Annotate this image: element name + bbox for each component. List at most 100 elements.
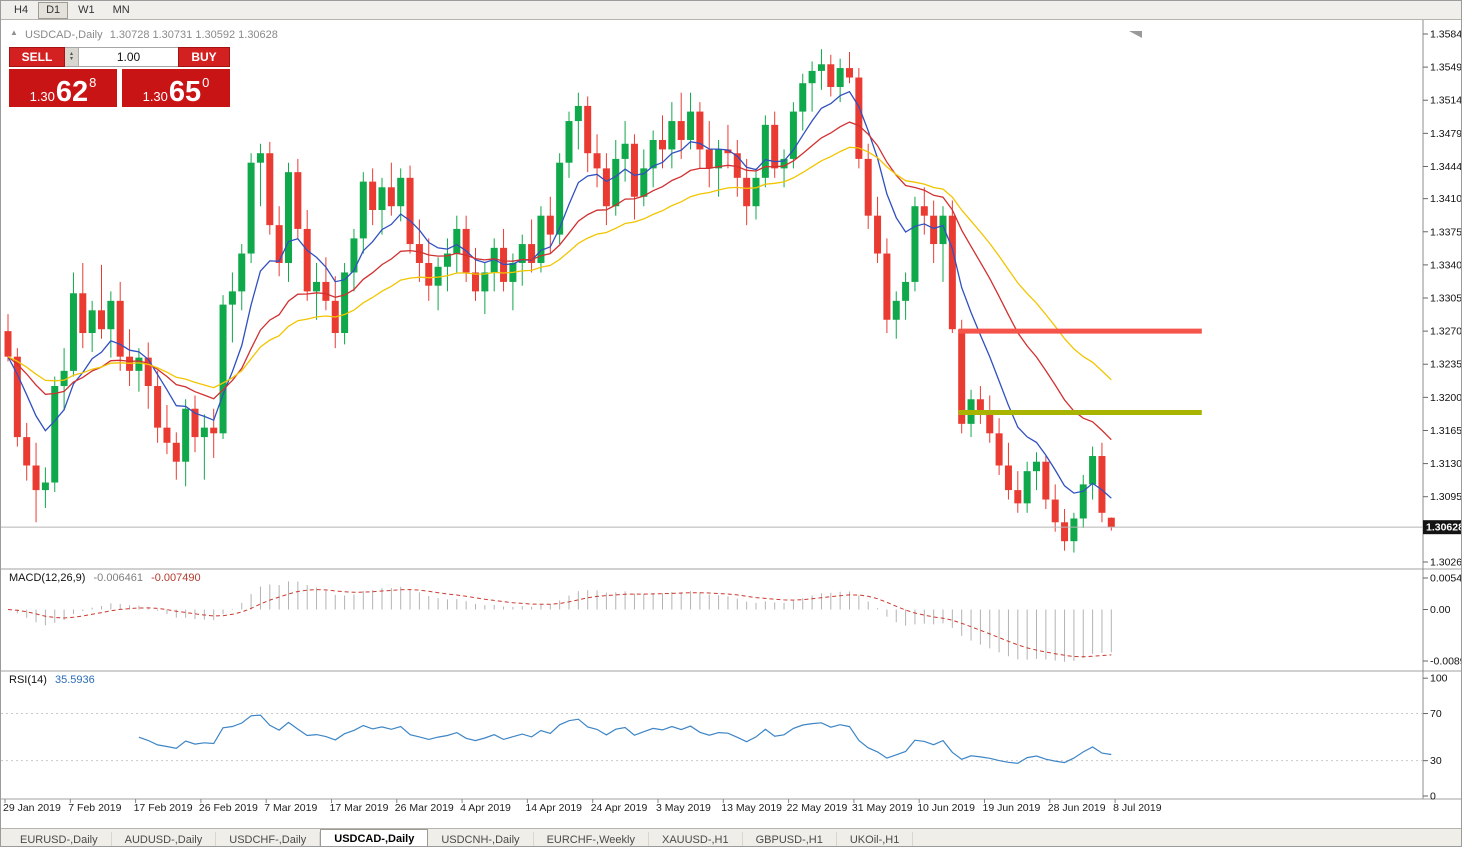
volume-input[interactable] [79, 48, 178, 66]
ma-mid-line [7, 121, 1112, 441]
rsi-value: 35.5936 [54, 674, 95, 686]
svg-text:7 Mar 2019: 7 Mar 2019 [264, 802, 317, 814]
moving-averages [7, 90, 1112, 499]
rsi-line [138, 714, 1112, 764]
tab-eurchf-weekly[interactable]: EURCHF-,Weekly [534, 832, 649, 846]
svg-text:-0.00897: -0.00897 [1430, 656, 1462, 668]
svg-text:17 Mar 2019: 17 Mar 2019 [330, 802, 389, 814]
svg-text:0.005484: 0.005484 [1430, 573, 1462, 585]
support-hline[interactable] [958, 410, 1202, 416]
chart-title: USDCAD-,Daily 1.30728 1.30731 1.30592 1.… [25, 29, 278, 41]
tab-usdcnh-daily[interactable]: USDCNH-,Daily [428, 832, 534, 846]
svg-text:30: 30 [1430, 755, 1442, 767]
tab-audusd-daily[interactable]: AUDUSD-,Daily [112, 832, 217, 846]
svg-text:0: 0 [1430, 791, 1436, 803]
macd-main-value: -0.006461 [93, 572, 144, 584]
sell-price-prefix: 1.30 [29, 89, 55, 104]
toolbar-period-mn[interactable]: MN [112, 3, 130, 16]
svg-text:1.35490: 1.35490 [1430, 62, 1462, 74]
macd-name: MACD(12,26,9) [9, 572, 86, 584]
svg-text:1.32000: 1.32000 [1430, 392, 1462, 404]
svg-text:1.34100: 1.34100 [1430, 193, 1462, 205]
rsi-panel: 100 70 30 0 [1, 673, 1448, 803]
svg-text:1.33050: 1.33050 [1430, 293, 1462, 305]
chart-shift-marker[interactable] [1129, 31, 1142, 38]
chart-ohlc-label: 1.30728 1.30731 1.30592 1.30628 [109, 29, 278, 41]
panel-separators [1, 20, 1461, 800]
svg-text:26 Mar 2019: 26 Mar 2019 [395, 802, 454, 814]
volume-stepper[interactable]: ▴ ▾ [65, 48, 79, 66]
sell-button[interactable]: SELL [9, 47, 65, 67]
toolbar-period-h4[interactable]: H4 [14, 3, 29, 16]
macd-signal-line [7, 589, 1112, 658]
time-axis: 29 Jan 2019 7 Feb 2019 17 Feb 2019 26 Feb 2… [3, 799, 1162, 814]
candles-group [4, 49, 1115, 553]
svg-text:17 Feb 2019: 17 Feb 2019 [134, 802, 193, 814]
buy-price-pips: 65 [168, 76, 202, 109]
macd-signal-value: -0.007490 [151, 572, 201, 584]
buy-price-pipette: 0 [202, 75, 210, 90]
svg-text:1.31300: 1.31300 [1430, 458, 1462, 470]
svg-text:29 Jan 2019: 29 Jan 2019 [3, 802, 61, 814]
one-click-toggle-icon[interactable]: ▲ [10, 28, 18, 37]
svg-text:1.30260: 1.30260 [1430, 557, 1462, 569]
svg-text:1.34440: 1.34440 [1430, 161, 1462, 173]
tab-usdchf-daily[interactable]: USDCHF-,Daily [216, 832, 321, 846]
price-scale: 1.35840 1.35490 1.35140 1.34790 1.34440 1.341… [1423, 29, 1462, 569]
svg-text:1.35840: 1.35840 [1430, 29, 1462, 41]
one-click-trading-panel: SELL ▴▾ BUY 1.30 62 8 1.30 65 0 [9, 47, 230, 107]
rsi-name: RSI(14) [9, 674, 47, 686]
toolbar-period-d1[interactable]: D1 [38, 1, 69, 19]
svg-text:10 Jun 2019: 10 Jun 2019 [917, 802, 975, 814]
svg-text:1.32700: 1.32700 [1430, 326, 1462, 338]
svg-text:31 May 2019: 31 May 2019 [852, 802, 913, 814]
ma-slow-line [7, 146, 1112, 389]
svg-text:1.34790: 1.34790 [1430, 128, 1462, 140]
current-price-badge-text: 1.30628 [1426, 522, 1462, 534]
chart-area: 1.35840 1.35490 1.35140 1.34790 1.34440 1.341… [1, 20, 1461, 828]
svg-text:8 Jul 2019: 8 Jul 2019 [1113, 802, 1162, 814]
toolbar-period-w1[interactable]: W1 [78, 3, 95, 16]
chart-canvas[interactable]: 1.35840 1.35490 1.35140 1.34790 1.34440 1.341… [1, 20, 1462, 828]
macd-panel: 0.005484 0.00 -0.00897 [7, 573, 1462, 668]
sell-price-box[interactable]: 1.30 62 8 [9, 69, 117, 107]
chart-symbol-label: USDCAD-,Daily [25, 29, 103, 41]
svg-text:14 Apr 2019: 14 Apr 2019 [525, 802, 582, 814]
svg-text:1.32350: 1.32350 [1430, 359, 1462, 371]
svg-text:1.33400: 1.33400 [1430, 259, 1462, 271]
rsi-indicator-label: RSI(14) 35.5936 [9, 674, 95, 686]
svg-text:70: 70 [1430, 708, 1442, 720]
sell-price-pipette: 8 [89, 75, 97, 90]
ma-fast-line [7, 90, 1112, 499]
tab-eurusd-daily[interactable]: EURUSD-,Daily [7, 832, 112, 846]
tab-xauusd-h1[interactable]: XAUUSD-,H1 [649, 832, 743, 846]
resistance-hline[interactable] [958, 328, 1202, 334]
buy-button[interactable]: BUY [178, 47, 230, 67]
volume-field: ▴ ▾ [65, 47, 178, 67]
svg-text:22 May 2019: 22 May 2019 [787, 802, 848, 814]
svg-text:13 May 2019: 13 May 2019 [721, 802, 782, 814]
svg-text:3 May 2019: 3 May 2019 [656, 802, 711, 814]
svg-text:26 Feb 2019: 26 Feb 2019 [199, 802, 258, 814]
current-price-badge [1423, 520, 1461, 535]
svg-text:1.31650: 1.31650 [1430, 425, 1462, 437]
svg-text:1.33750: 1.33750 [1430, 226, 1462, 238]
svg-text:0.00: 0.00 [1430, 604, 1451, 616]
timeframe-toolbar: H4 D1 W1 MN [1, 1, 1461, 20]
sell-price-pips: 62 [55, 76, 89, 109]
chart-tabs-bar: EURUSD-,Daily AUDUSD-,Daily USDCHF-,Daily U… [1, 828, 1461, 846]
macd-indicator-label: MACD(12,26,9) -0.006461 -0.007490 [9, 572, 201, 584]
timeframe-buttons: H4 D1 W1 MN [6, 1, 138, 19]
tab-usdcad-daily[interactable]: USDCAD-,Daily [320, 829, 429, 846]
buy-price-prefix: 1.30 [142, 89, 168, 104]
buy-price-box[interactable]: 1.30 65 0 [122, 69, 230, 107]
svg-text:7 Feb 2019: 7 Feb 2019 [68, 802, 121, 814]
svg-text:100: 100 [1430, 673, 1448, 685]
tab-ukoil-h1[interactable]: UKOil-,H1 [837, 832, 914, 846]
tab-gbpusd-h1[interactable]: GBPUSD-,H1 [743, 832, 837, 846]
svg-text:24 Apr 2019: 24 Apr 2019 [591, 802, 648, 814]
svg-text:4 Apr 2019: 4 Apr 2019 [460, 802, 511, 814]
svg-text:28 Jun 2019: 28 Jun 2019 [1048, 802, 1106, 814]
svg-text:1.35140: 1.35140 [1430, 95, 1462, 107]
